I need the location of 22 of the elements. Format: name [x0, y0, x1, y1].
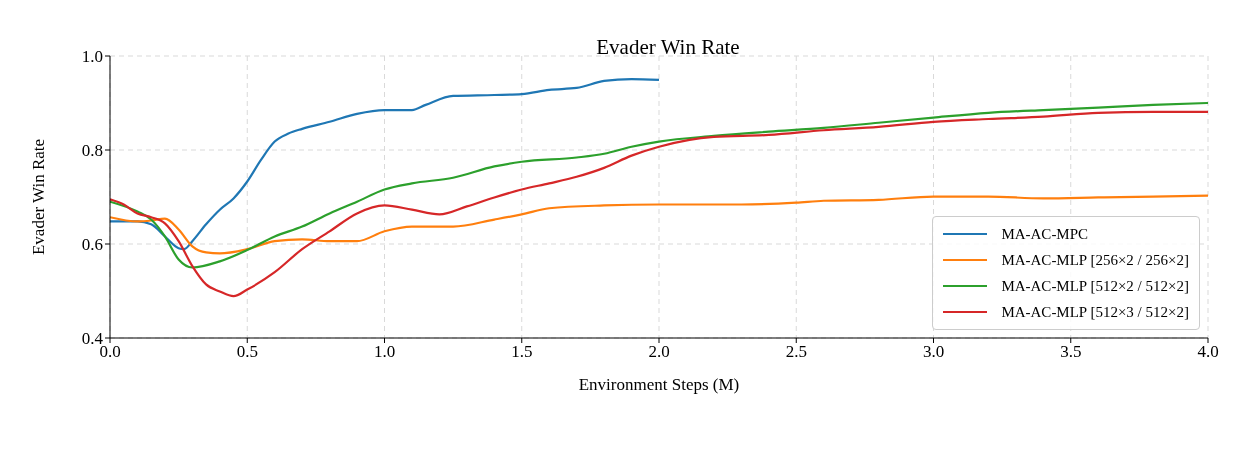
x-tick-label: 3.0: [922, 342, 945, 362]
y-tick-label: 0.6: [81, 235, 103, 255]
x-tick-label: 3.5: [1060, 342, 1082, 362]
x-tick-label: 1.0: [373, 342, 396, 362]
legend-label: MA-AC-MPC: [1001, 225, 1089, 243]
y-axis-title: Evader Win Rate: [29, 138, 49, 256]
line-series: [110, 101, 1208, 269]
legend-label: MA-AC-MLP [512×3 / 512×2]: [1001, 303, 1189, 321]
y-tick-label: 0.8: [81, 141, 103, 161]
x-tick-label: 0.5: [236, 342, 258, 362]
y-tick-label: 1.0: [81, 47, 103, 67]
x-tick-label: 2.5: [785, 342, 807, 362]
line-series: [110, 77, 661, 251]
x-tick-label: 1.5: [511, 342, 533, 362]
line-series: [110, 194, 1208, 255]
chart-title: Evader Win Rate: [596, 35, 740, 59]
x-tick-label: 2.0: [648, 342, 670, 362]
x-axis-title: Environment Steps (M): [578, 375, 740, 394]
legend-label: MA-AC-MLP [256×2 / 256×2]: [1001, 251, 1189, 269]
line-series: [110, 110, 1208, 298]
x-tick-label: 4.0: [1197, 342, 1219, 362]
legend-label: MA-AC-MLP [512×2 / 512×2]: [1001, 277, 1189, 295]
